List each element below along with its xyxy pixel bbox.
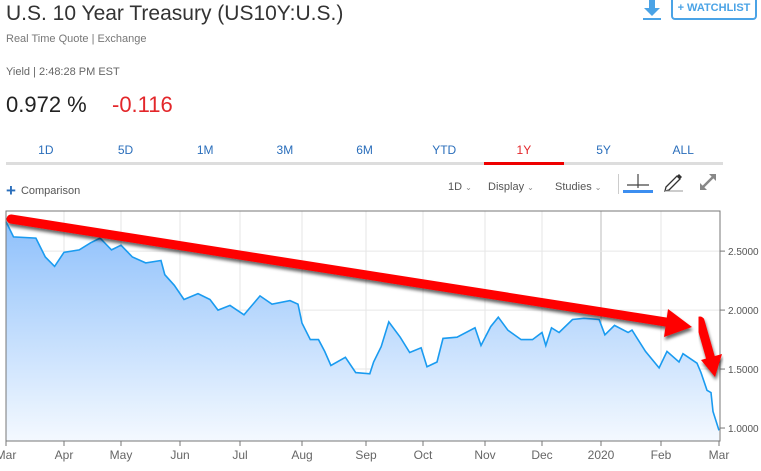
pencil-icon[interactable] [663, 172, 683, 192]
x-tick-label: Apr [55, 448, 74, 462]
tab-6m[interactable]: 6M [356, 143, 373, 157]
x-tick-label: Oct [414, 448, 433, 462]
tab-all[interactable]: ALL [672, 143, 694, 157]
time-range-tabs: 1D 5D 1M 3M 6M YTD 1Y 5Y ALL [6, 140, 723, 165]
tab-5y[interactable]: 5Y [596, 143, 611, 157]
y-tick-label: 2.0000 [728, 306, 759, 317]
studies-label: Studies [555, 181, 592, 193]
expand-icon[interactable] [698, 172, 718, 192]
add-watchlist-button[interactable]: + WATCHLIST [671, 0, 757, 20]
page-title: U.S. 10 Year Treasury (US10Y:U.S.) [6, 2, 344, 25]
tab-1y[interactable]: 1Y [484, 140, 564, 165]
x-tick-label: Mar [0, 448, 16, 462]
x-tick-label: Feb [651, 448, 672, 462]
x-tick-label: Jul [232, 448, 247, 462]
tab-1m[interactable]: 1M [196, 143, 214, 157]
interval-dropdown[interactable]: 1D ⌄ [448, 181, 472, 193]
chevron-down-icon: ⌄ [465, 183, 472, 192]
chevron-down-icon: ⌄ [527, 183, 534, 192]
x-tick-label: Dec [531, 448, 552, 462]
trend-arrow-annotation [6, 214, 692, 337]
comparison-label: Comparison [20, 185, 81, 197]
display-dropdown[interactable]: Display ⌄ [488, 181, 534, 193]
quote-source: Real Time Quote | Exchange [6, 33, 147, 45]
x-tick-label: Jun [170, 448, 189, 462]
yield-line [5, 221, 720, 431]
x-tick-label: Mar [709, 448, 730, 462]
tab-3m[interactable]: 3M [276, 143, 294, 157]
yield-timestamp: Yield | 2:48:28 PM EST [6, 66, 120, 78]
x-tick-label: 2020 [588, 448, 615, 462]
price-change: -0.116 [112, 92, 173, 117]
toolbar-divider [618, 174, 619, 194]
y-tick-label: 1.5000 [728, 365, 759, 376]
yield-area-fill [6, 221, 719, 441]
studies-dropdown[interactable]: Studies ⌄ [555, 181, 601, 193]
x-tick-label: Sep [355, 448, 377, 462]
tab-1d[interactable]: 1D [38, 143, 54, 157]
yield-chart[interactable]: Mar Apr May Jun Jul Aug Sep Oct Nov Dec 2020 Feb Mar… [0, 205, 761, 471]
x-tick-label: May [110, 448, 133, 462]
y-tick-label: 1.0000 [728, 424, 759, 435]
chevron-down-icon: ⌄ [594, 183, 602, 192]
interval-label: 1D [448, 181, 463, 193]
tab-ytd[interactable]: YTD [432, 143, 457, 157]
x-tick-label: Aug [291, 448, 312, 462]
tab-5d[interactable]: 5D [117, 143, 134, 157]
drop-arrow-annotation [695, 316, 722, 377]
y-tick-label: 2.5000 [728, 247, 759, 258]
comparison-button[interactable]: + Comparison [6, 181, 80, 201]
download-icon[interactable] [641, 0, 663, 20]
plot-frame [5, 210, 721, 442]
crosshair-icon[interactable] [623, 172, 653, 194]
display-label: Display [488, 181, 525, 193]
plus-icon: + [6, 181, 16, 200]
price-value: 0.972 % [6, 92, 87, 117]
x-tick-label: Nov [474, 448, 495, 462]
